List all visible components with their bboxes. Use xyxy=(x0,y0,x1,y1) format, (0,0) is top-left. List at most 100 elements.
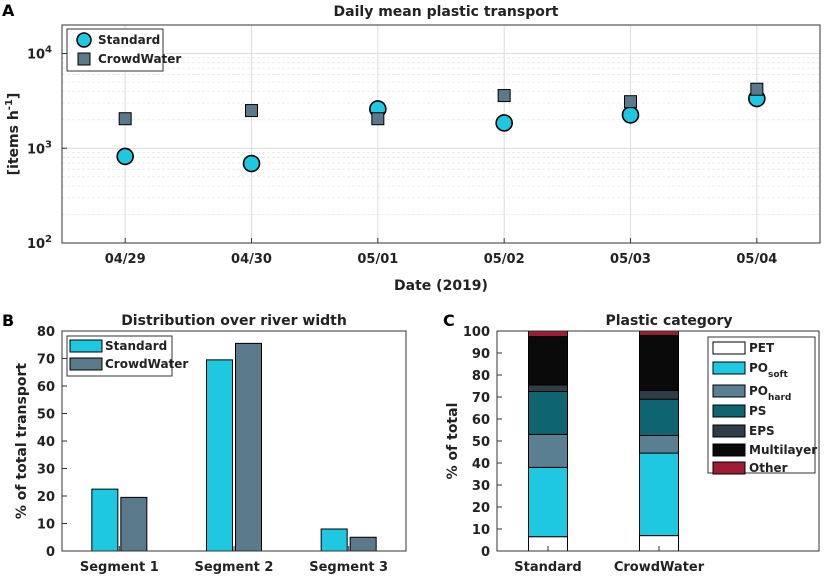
legend-swatch xyxy=(712,443,746,457)
bar-crowdwater xyxy=(235,342,262,552)
y-tick-label: 40 xyxy=(37,435,55,450)
stack-segment-ps xyxy=(639,398,679,437)
y-tick-label: 70 xyxy=(37,353,55,368)
bar-crowdwater xyxy=(349,536,377,552)
y-tick-label: 30 xyxy=(37,463,55,478)
x-tick-label: Segment 3 xyxy=(309,560,388,575)
bar-standard xyxy=(320,528,348,552)
plot-area xyxy=(61,24,821,244)
y-tick-label: 60 xyxy=(472,413,490,428)
data-point-crowdwater xyxy=(245,104,258,118)
y-tick-label: 20 xyxy=(472,501,490,516)
x-axis-label: Date (2019) xyxy=(394,278,488,294)
y-tick-label: 10 xyxy=(472,523,490,538)
bar-standard xyxy=(206,359,233,552)
stack-segment-ps xyxy=(528,391,568,435)
data-point-standard xyxy=(116,147,134,166)
legend: Standard CrowdWater xyxy=(66,28,181,72)
legend-label: CrowdWater xyxy=(105,357,188,371)
legend-label: EPS xyxy=(749,424,775,438)
data-point-crowdwater xyxy=(624,95,637,109)
legend-swatch xyxy=(712,341,746,355)
y-tick-label: 0 xyxy=(481,545,490,560)
x-tick-label: 05/01 xyxy=(357,252,398,267)
x-tick-label: 04/30 xyxy=(231,252,272,267)
x-tick-label: CrowdWater xyxy=(614,560,705,575)
legend-label: Standard xyxy=(105,339,167,353)
chart-river-width: B Distribution over river width 0 10 20 30 4… xyxy=(2,311,407,575)
y-tick-label: 60 xyxy=(37,380,55,395)
legend-swatch xyxy=(712,384,746,398)
stack-segment-multilayer xyxy=(639,334,679,391)
x-tick-label: 04/29 xyxy=(105,252,146,267)
x-tick-label: Segment 2 xyxy=(195,560,274,575)
x-tick-label: 05/03 xyxy=(610,252,651,267)
legend-marker-crowdwater xyxy=(77,52,91,66)
chart-daily-transport: A Daily mean plastic transport 102 103 104… xyxy=(2,1,821,294)
data-point-crowdwater xyxy=(118,112,132,126)
x-tick-label: Standard xyxy=(514,560,581,575)
legend: Standard CrowdWater xyxy=(66,335,188,377)
chart-title: Distribution over river width xyxy=(121,313,347,329)
y-tick-label: 70 xyxy=(472,391,490,406)
y-tick-label: 30 xyxy=(472,479,490,494)
stack-segment-eps xyxy=(639,389,679,400)
x-tick-label: 05/02 xyxy=(484,252,525,267)
stack-segment-po-hard xyxy=(528,433,568,468)
y-tick-label: 0 xyxy=(46,545,55,560)
legend-swatch xyxy=(712,361,746,375)
chart-plastic-category: C Plastic category 0 10 20 30 40 50 60 70 80 90 10… xyxy=(443,311,820,575)
data-point-standard xyxy=(495,114,513,132)
y-tick-label: 50 xyxy=(37,408,55,423)
legend-label: PS xyxy=(749,404,766,418)
stack-segment-po-soft xyxy=(639,452,679,537)
y-tick-label: 80 xyxy=(472,369,490,384)
data-point-crowdwater xyxy=(371,112,385,126)
y-tick-label: 80 xyxy=(37,325,55,340)
legend-swatch xyxy=(69,357,103,371)
data-point-standard xyxy=(621,106,640,124)
legend-label: POsoft xyxy=(749,361,788,380)
stack-segment-other xyxy=(639,330,679,336)
chart-title: Plastic category xyxy=(605,313,732,329)
panel-label-a: A xyxy=(2,1,15,20)
legend-swatch xyxy=(69,339,103,353)
panel-label-c: C xyxy=(443,311,455,330)
y-tick-label: 102 xyxy=(27,234,52,252)
legend-swatch xyxy=(712,461,746,475)
legend-label: POhard xyxy=(749,384,791,403)
legend-label: PET xyxy=(749,341,775,355)
stack-segment-eps xyxy=(528,384,568,392)
legend-swatch xyxy=(712,424,746,438)
y-axis-label: % of total transport xyxy=(14,363,30,519)
stack-segment-multilayer xyxy=(528,336,568,386)
chart-title: Daily mean plastic transport xyxy=(334,4,559,20)
y-tick-label: 100 xyxy=(463,325,490,340)
x-tick-label: Segment 1 xyxy=(80,560,159,575)
y-tick-label: 40 xyxy=(472,457,490,472)
legend-label: Other xyxy=(749,461,788,475)
data-point-standard xyxy=(242,154,261,173)
data-point-crowdwater xyxy=(497,89,511,103)
y-tick-label: 104 xyxy=(27,45,52,63)
x-tick-label: 05/04 xyxy=(736,252,777,267)
stack-segment-other xyxy=(528,330,568,337)
panel-label-b: B xyxy=(2,311,14,330)
legend-label: CrowdWater xyxy=(98,52,181,66)
legend-swatch xyxy=(712,404,746,418)
y-tick-label: 20 xyxy=(37,490,55,505)
stack-segment-po-hard xyxy=(639,435,679,454)
bar-crowdwater xyxy=(120,496,148,552)
stack-segment-po-soft xyxy=(528,466,568,538)
y-tick-label: 103 xyxy=(27,139,52,157)
legend-marker-standard xyxy=(76,32,92,48)
legend-label: Multilayer xyxy=(749,443,817,457)
y-tick-label: 50 xyxy=(472,435,490,450)
y-tick-label: 10 xyxy=(37,518,55,533)
y-tick-label: 90 xyxy=(472,347,490,362)
data-point-crowdwater xyxy=(750,82,764,96)
legend-label: Standard xyxy=(98,33,160,47)
y-axis-label: % of total xyxy=(445,403,461,480)
